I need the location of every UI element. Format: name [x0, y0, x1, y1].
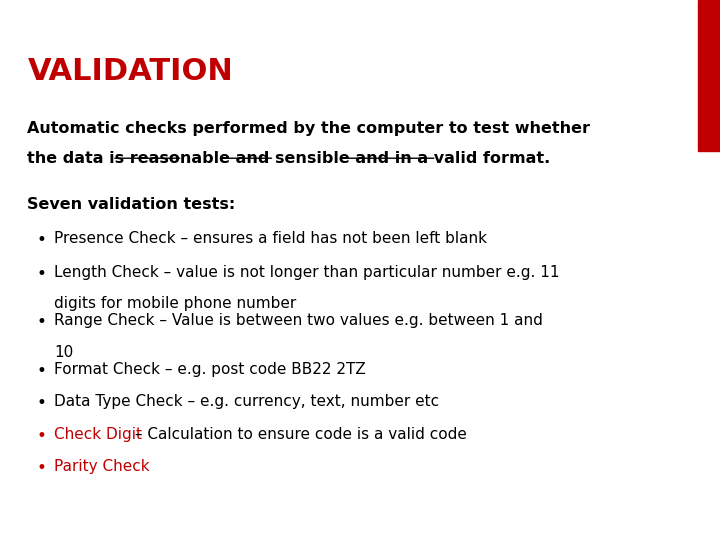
Text: the data is reasonable and sensible and in a valid format.: the data is reasonable and sensible and … — [27, 151, 551, 166]
Text: Presence Check – ensures a field has not been left blank: Presence Check – ensures a field has not… — [54, 231, 487, 246]
Text: •: • — [37, 427, 47, 444]
Bar — [698, 0, 720, 151]
Text: Parity Check: Parity Check — [54, 459, 150, 474]
Text: digits for mobile phone number: digits for mobile phone number — [54, 296, 296, 311]
Text: VALIDATION: VALIDATION — [27, 57, 233, 86]
Text: Length Check – value is not longer than particular number e.g. 11: Length Check – value is not longer than … — [54, 265, 559, 280]
Text: Data Type Check – e.g. currency, text, number etc: Data Type Check – e.g. currency, text, n… — [54, 394, 439, 409]
Text: •: • — [37, 313, 47, 331]
Text: •: • — [37, 362, 47, 380]
Text: – Calculation to ensure code is a valid code: – Calculation to ensure code is a valid … — [130, 427, 467, 442]
Text: •: • — [37, 459, 47, 477]
Text: Check Digit: Check Digit — [54, 427, 142, 442]
Text: •: • — [37, 394, 47, 412]
Text: Automatic checks performed by the computer to test whether: Automatic checks performed by the comput… — [27, 122, 590, 137]
Text: Seven validation tests:: Seven validation tests: — [27, 197, 235, 212]
Text: •: • — [37, 265, 47, 282]
Text: •: • — [37, 231, 47, 248]
Text: Range Check – Value is between two values e.g. between 1 and: Range Check – Value is between two value… — [54, 313, 543, 328]
Text: 10: 10 — [54, 345, 73, 360]
Text: Format Check – e.g. post code BB22 2TZ: Format Check – e.g. post code BB22 2TZ — [54, 362, 366, 377]
